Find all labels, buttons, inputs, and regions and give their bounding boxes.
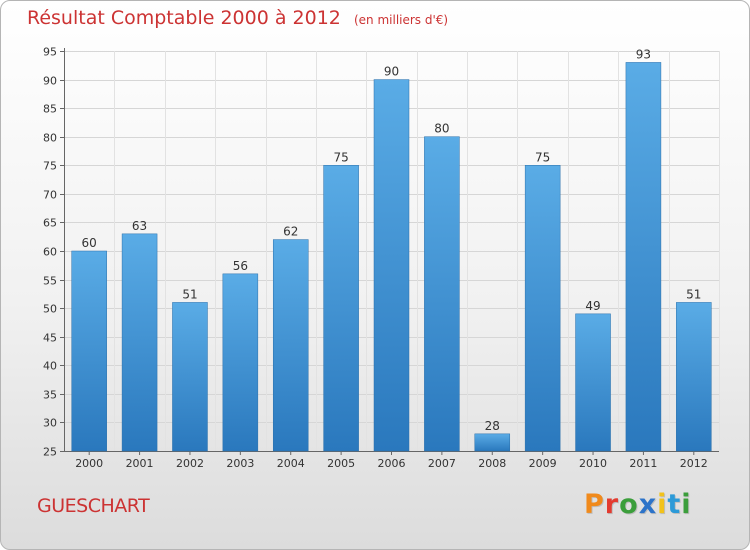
bar-2008 <box>474 433 511 452</box>
y-tick-label: 25 <box>43 446 57 459</box>
bar-layer <box>71 62 712 452</box>
label-layer: 60 63 51 56 62 75 90 80 28 75 49 93 51 <box>82 47 702 432</box>
x-tick-label-2002: 2002 <box>176 457 204 470</box>
bar-2012 <box>676 302 712 452</box>
y-tick-label: 30 <box>43 417 57 430</box>
bar-2003 <box>222 273 259 452</box>
y-tick-label: 85 <box>43 103 57 116</box>
data-label-2012: 51 <box>686 287 701 301</box>
data-label-2000: 60 <box>82 236 97 250</box>
data-label-2011: 93 <box>636 47 651 61</box>
logo-letter: r <box>604 489 620 520</box>
data-label-2007: 80 <box>434 122 449 136</box>
bar-2004 <box>272 239 309 452</box>
chart-subtitle: (en milliers d'€) <box>353 13 449 27</box>
bar-2000 <box>71 250 107 452</box>
x-tick-label-2008: 2008 <box>478 457 506 470</box>
data-label-2008: 28 <box>485 419 500 433</box>
logo-letter: x <box>638 489 658 520</box>
x-tick-label-2006: 2006 <box>378 457 406 470</box>
logo-letter: t <box>667 489 682 520</box>
data-label-2002: 51 <box>182 287 197 301</box>
bar-2007 <box>424 136 460 452</box>
x-tick-label-2007: 2007 <box>428 457 456 470</box>
bar-2010 <box>575 313 611 452</box>
x-tick-label-2003: 2003 <box>226 457 254 470</box>
y-tick-label: 45 <box>43 332 57 345</box>
y-tick-label: 40 <box>43 360 57 373</box>
y-tick-label: 65 <box>43 217 57 230</box>
y-tick-label: 95 <box>43 46 57 59</box>
logo-letter: i <box>681 489 692 520</box>
data-label-2004: 62 <box>283 225 298 239</box>
data-label-2010: 49 <box>585 299 600 313</box>
data-label-2001: 63 <box>132 219 147 233</box>
proxiti-logo: Proxiti <box>584 489 692 520</box>
title-row: Résultat Comptable 2000 à 2012 (en milli… <box>27 7 448 29</box>
y-tick-label: 70 <box>43 189 57 202</box>
bar-2011 <box>625 62 662 452</box>
x-tick-label-2009: 2009 <box>529 457 557 470</box>
bar-2006 <box>373 79 410 452</box>
y-tick-label: 60 <box>43 246 57 259</box>
data-label-2006: 90 <box>384 65 399 79</box>
y-tick-label: 75 <box>43 160 57 173</box>
y-tick-label: 55 <box>43 275 57 288</box>
y-tick-label: 35 <box>43 389 57 402</box>
x-tick-label-2010: 2010 <box>579 457 607 470</box>
data-label-2009: 75 <box>535 150 550 164</box>
commune-name: GUESCHART <box>37 495 150 517</box>
y-tick-label: 50 <box>43 303 57 316</box>
bar-2002 <box>172 302 208 452</box>
axis-layer: 25 30 35 40 45 50 55 60 65 70 75 80 85 90 95 2000 2001 20… <box>43 46 719 470</box>
bar-2009 <box>524 165 561 452</box>
x-tick-label-2001: 2001 <box>126 457 154 470</box>
x-tick-label-2012: 2012 <box>680 457 708 470</box>
y-tick-label: 90 <box>43 75 57 88</box>
x-tick-label-2000: 2000 <box>75 457 103 470</box>
logo-letter: P <box>584 489 605 520</box>
y-tick-label: 80 <box>43 132 57 145</box>
bar-2005 <box>323 165 359 452</box>
chart-title: Résultat Comptable 2000 à 2012 <box>27 7 341 29</box>
bar-2001 <box>121 233 158 452</box>
x-tick-label-2011: 2011 <box>629 457 657 470</box>
logo-letter: o <box>619 489 639 520</box>
data-label-2003: 56 <box>233 259 248 273</box>
logo-letter: i <box>657 489 668 520</box>
x-tick-label-2005: 2005 <box>327 457 355 470</box>
data-label-2005: 75 <box>333 150 348 164</box>
x-tick-label-2004: 2004 <box>277 457 305 470</box>
